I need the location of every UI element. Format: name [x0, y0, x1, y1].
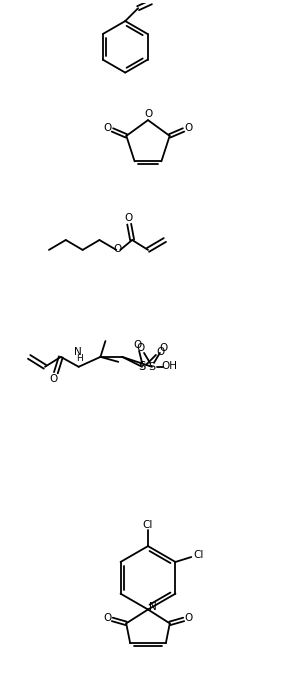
Text: O: O	[103, 613, 111, 623]
Text: O: O	[157, 347, 165, 357]
Text: O: O	[124, 213, 132, 224]
Text: S: S	[138, 361, 146, 373]
Text: O: O	[50, 374, 58, 383]
Text: OH: OH	[162, 361, 178, 371]
Text: O: O	[144, 109, 152, 119]
Text: O: O	[136, 343, 144, 353]
Text: O: O	[184, 123, 193, 133]
Text: O: O	[113, 244, 121, 254]
Text: S: S	[148, 362, 156, 372]
Text: Cl: Cl	[193, 550, 203, 560]
Text: Cl: Cl	[143, 520, 153, 530]
Text: H: H	[76, 354, 83, 363]
Text: N: N	[149, 601, 157, 612]
Text: O: O	[103, 123, 112, 133]
Text: O: O	[133, 340, 141, 350]
Text: N: N	[74, 347, 82, 357]
Text: O: O	[160, 343, 168, 353]
Text: O: O	[184, 613, 193, 623]
